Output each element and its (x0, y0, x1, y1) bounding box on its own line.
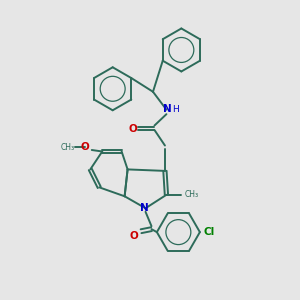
Text: O: O (129, 124, 137, 134)
Text: O: O (129, 231, 138, 241)
Text: O: O (81, 142, 90, 152)
Text: N: N (140, 203, 149, 213)
Text: CH₃: CH₃ (184, 190, 199, 199)
Text: CH₃: CH₃ (60, 142, 74, 152)
Text: H: H (172, 105, 179, 114)
Text: N: N (163, 104, 172, 114)
Text: Cl: Cl (203, 227, 215, 237)
